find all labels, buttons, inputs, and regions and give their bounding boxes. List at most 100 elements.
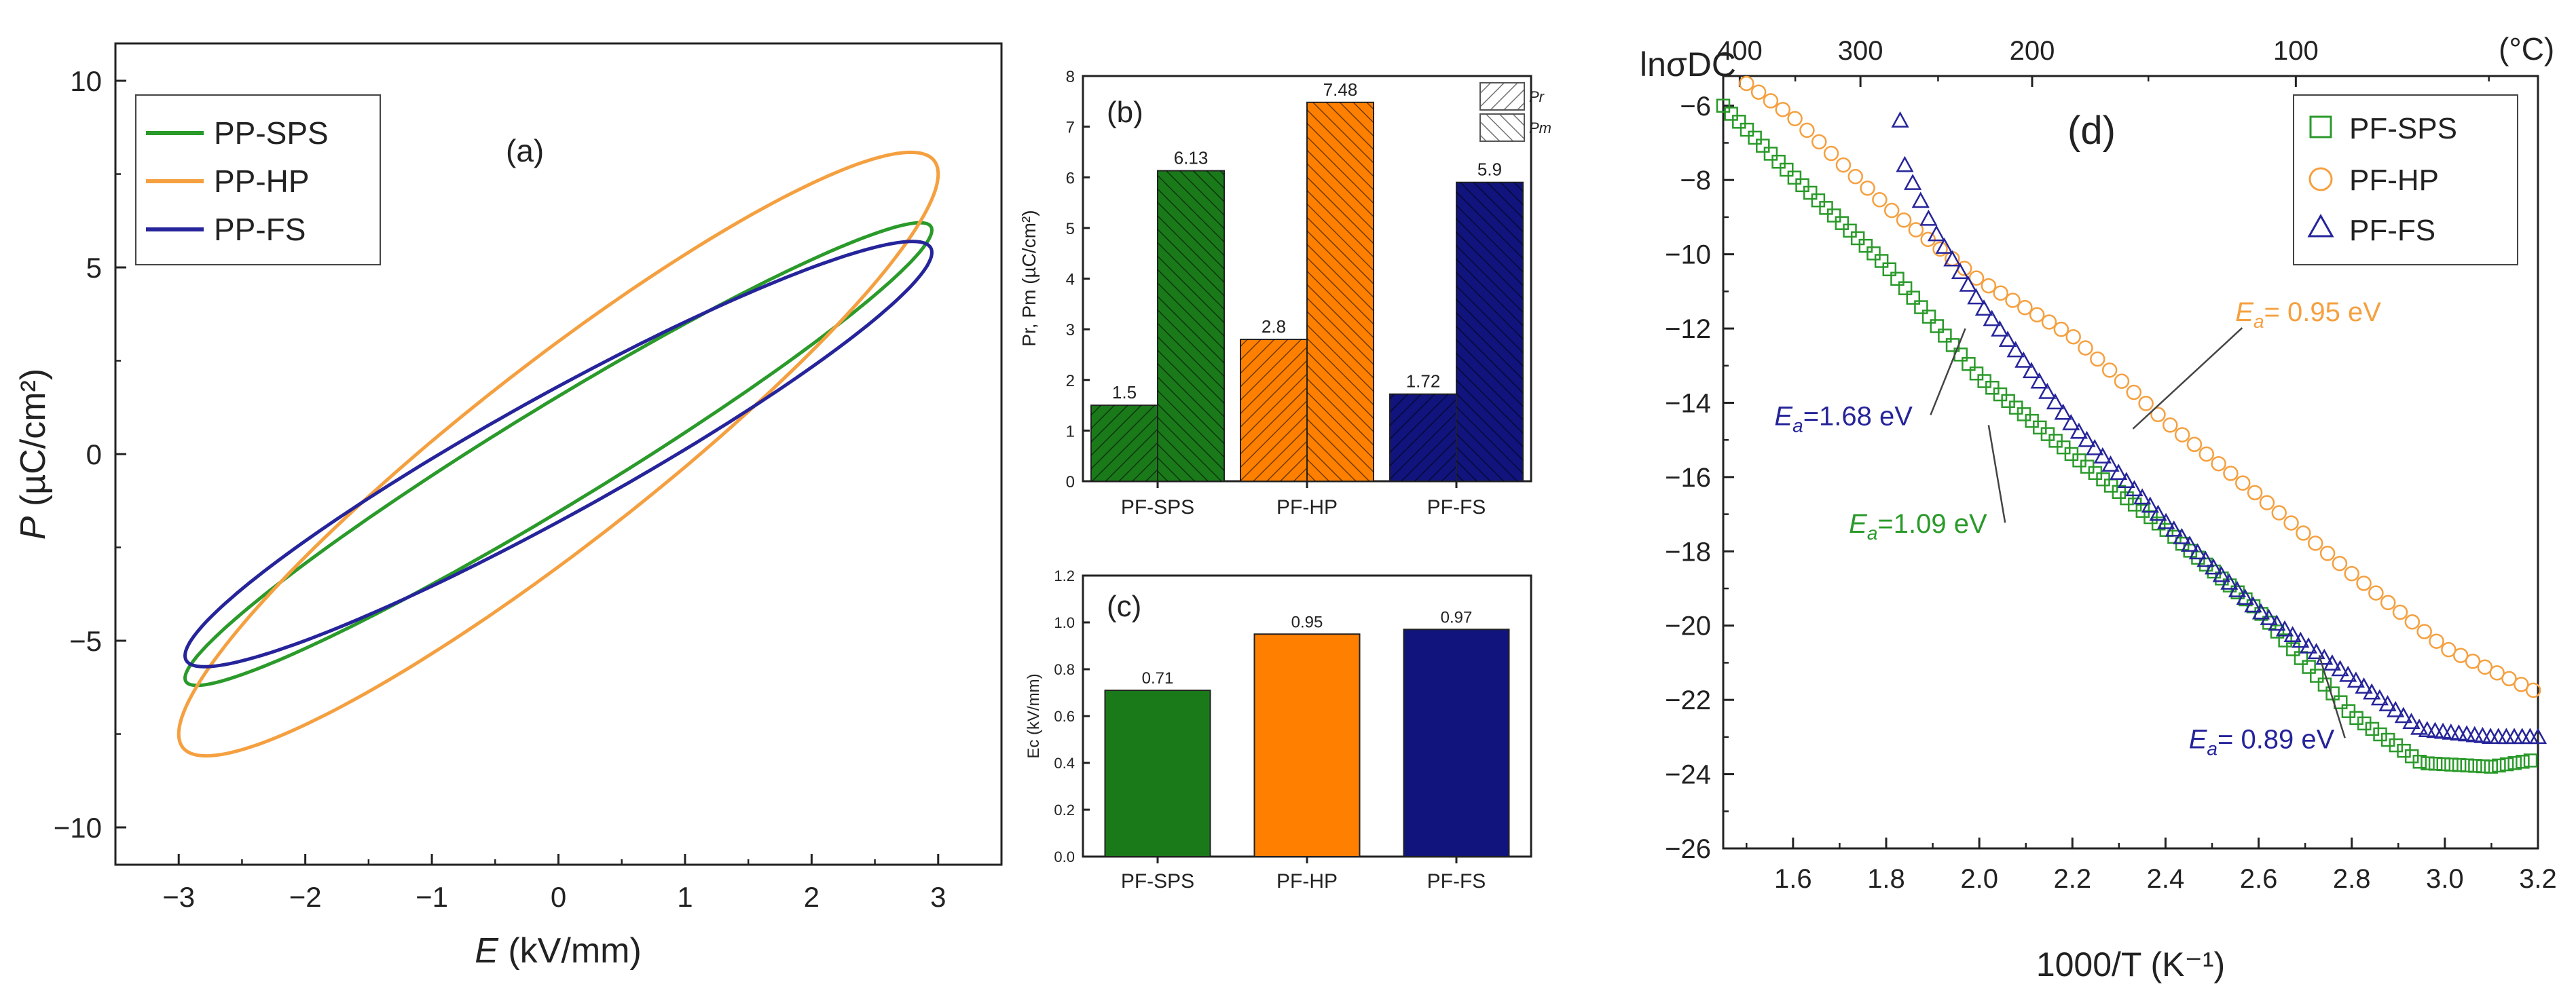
b-bar-hatch — [1240, 339, 1307, 481]
a-x-tick-label: 0 — [551, 881, 566, 913]
d-marker-pf-hp — [2065, 329, 2081, 345]
d-marker-pf-hp — [2114, 373, 2130, 389]
b-x-tick-label: PF-SPS — [1121, 496, 1194, 519]
d-annotation-value: =1.68 eV — [1803, 401, 1913, 431]
d-marker-pf-fs — [2101, 455, 2120, 472]
d-x-tick-label: 3.0 — [2426, 864, 2464, 894]
d-marker-pf-fs — [2165, 520, 2183, 537]
d-marker-pf-hp — [2186, 436, 2203, 452]
d-marker-pf-sps — [1756, 138, 1770, 153]
d-marker-pf-hp — [2525, 682, 2541, 698]
d-y-tick-label: −22 — [1665, 686, 1711, 715]
d-annotation-1: Ea= 0.95 eV — [2235, 297, 2381, 332]
legend-marker-pf-sps — [2309, 115, 2332, 138]
d-marker-pf-fs — [2030, 372, 2048, 389]
d-marker-pf-fs — [1896, 155, 1914, 172]
d-marker-pf-sps — [2507, 755, 2522, 770]
d-marker-pf-sps — [2484, 760, 2498, 774]
d-marker-pf-hp — [2223, 466, 2239, 481]
d-marker-pf-hp — [2017, 299, 2033, 316]
d-marker-pf-fs — [2204, 558, 2223, 575]
d-marker-pf-fs — [2133, 488, 2152, 505]
d-x-tick-label: 2.0 — [1960, 864, 1998, 894]
d-marker-pf-hp — [2041, 314, 2057, 330]
a-x-tick-label: 1 — [677, 881, 693, 913]
d-marker-pf-sps — [1969, 366, 1984, 381]
d-annotation-symbol: E — [1774, 401, 1793, 431]
d-y-tick-label: −18 — [1665, 537, 1711, 567]
b-y-tick-label: 8 — [1066, 68, 1075, 86]
d-marker-pf-sps — [2444, 757, 2459, 772]
d-marker-pf-fs — [2220, 573, 2239, 590]
c-y-tick-label: 0.2 — [1054, 802, 1075, 819]
d-marker-pf-sps — [2334, 695, 2348, 709]
c-y-tick-label: 1.0 — [1054, 614, 1075, 631]
c-bar-pf-fs — [1403, 629, 1510, 857]
d-marker-pf-sps — [1811, 193, 1826, 208]
d-marker-pf-sps — [1780, 162, 1794, 177]
b-value-label: 6.13 — [1174, 148, 1209, 168]
d-x-tick-label: 2.8 — [2333, 864, 2371, 894]
d-marker-pf-hp — [1908, 222, 1924, 238]
d-marker-pf-hp — [2198, 446, 2215, 462]
d-marker-pf-fs — [2299, 637, 2318, 654]
d-marker-pf-hp — [2174, 427, 2190, 443]
a-x-tick-label: 2 — [804, 881, 820, 913]
d-marker-pf-hp — [2489, 665, 2505, 681]
d-marker-pf-hp — [1872, 192, 1888, 208]
d-marker-pf-sps — [1921, 310, 1936, 324]
d-marker-pf-fs — [2275, 620, 2294, 637]
d-marker-pf-fs — [1974, 299, 1993, 316]
d-marker-pf-hp — [2090, 351, 2105, 367]
d-marker-pf-sps — [1914, 300, 1928, 314]
a-y-tick-label: 0 — [86, 438, 102, 470]
d-marker-pf-sps — [2286, 642, 2300, 656]
legend-label-pf-fs: PF-FS — [2349, 214, 2435, 247]
c-x-tick-label: PF-SPS — [1121, 870, 1194, 893]
d-marker-pf-hp — [2029, 307, 2045, 323]
d-x-tick-label: 1.8 — [1867, 864, 1905, 894]
d-marker-pf-sps — [1962, 357, 1976, 371]
d-marker-pf-sps — [2310, 669, 2324, 683]
d-marker-pf-fs — [1967, 288, 1985, 305]
d-annotation-subscript: a — [2253, 311, 2264, 332]
b-y-tick-label: 7 — [1066, 119, 1075, 137]
panel-a-legend: PP-SPS PP-HP PP-FS — [135, 94, 381, 265]
d-marker-pf-hp — [2101, 362, 2118, 378]
d-marker-pf-sps — [2476, 759, 2490, 774]
d-marker-pf-fs — [2528, 728, 2547, 745]
d-marker-pf-fs — [2355, 677, 2373, 694]
d-marker-pf-sps — [1771, 154, 1786, 169]
d-marker-pf-sps — [2499, 757, 2514, 772]
d-marker-pf-hp — [1739, 75, 1754, 92]
d-marker-pf-fs — [2141, 496, 2159, 513]
d-annotation-leader — [1930, 328, 1966, 415]
d-marker-pf-sps — [2460, 758, 2475, 772]
c-y-tick-label: 0.6 — [1054, 708, 1075, 725]
d-top-tick-label: 300 — [1838, 36, 1883, 66]
legend-label-pp-sps: PP-SPS — [214, 115, 329, 151]
d-marker-pf-hp — [2441, 641, 2457, 658]
c-y-tick-label: 0.0 — [1054, 848, 1075, 865]
panel-c-coercive-field-bar-chart: 0.0 0.2 0.4 0.6 0.8 1.0 1.2 0.71 PF-SPS 0.95 PF-H… — [1025, 567, 1532, 893]
legend-label-pf-hp: PF-HP — [2349, 164, 2439, 197]
c-bar-pf-hp — [1253, 633, 1361, 857]
legend-marker-pf-fs — [2307, 213, 2334, 238]
d-marker-pf-sps — [1858, 238, 1873, 253]
d-marker-pf-fs — [2251, 603, 2270, 620]
panel-d-scatter — [1716, 75, 2547, 774]
d-y-tick-label: −26 — [1665, 834, 1711, 864]
d-marker-pf-hp — [2247, 485, 2263, 501]
d-marker-pf-sps — [1826, 208, 1841, 223]
legend-label-pp-fs: PP-FS — [214, 212, 306, 247]
d-marker-pf-fs — [1891, 111, 1909, 128]
d-marker-pf-hp — [2514, 677, 2529, 692]
d-marker-pf-hp — [2380, 595, 2396, 611]
b-bar-hatch — [1390, 394, 1456, 481]
d-marker-pf-sps — [1874, 254, 1889, 268]
d-marker-pf-fs — [2521, 728, 2539, 745]
d-marker-pf-fs — [2323, 654, 2342, 671]
b-y-tick-label: 0 — [1066, 473, 1075, 491]
d-marker-pf-fs — [1983, 310, 2001, 326]
c-x-tick-label: PF-HP — [1276, 870, 1338, 893]
